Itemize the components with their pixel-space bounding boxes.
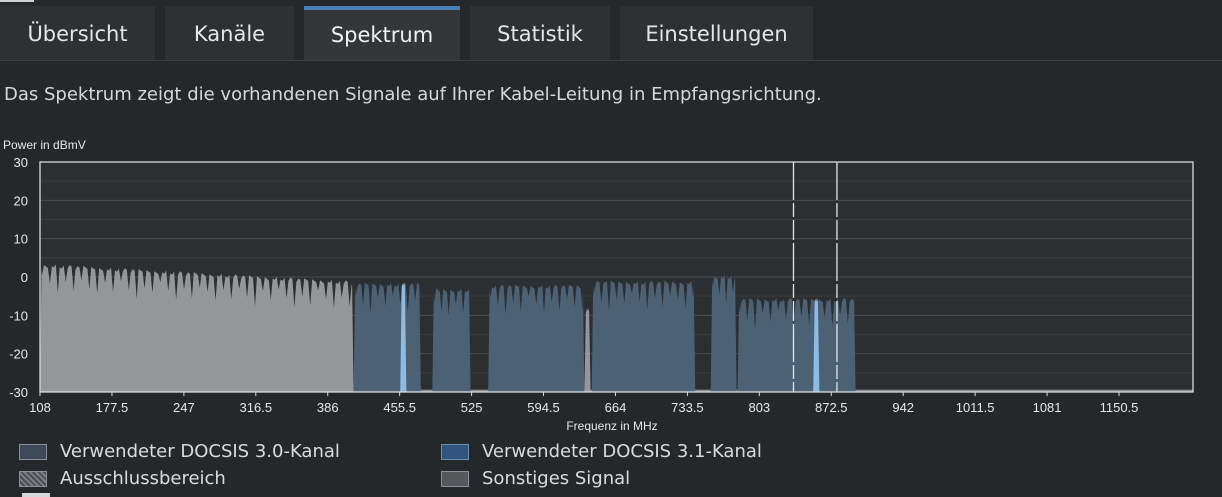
legend-label-docsis31: Verwendeter DOCSIS 3.1-Kanal [482, 441, 762, 462]
legend-label-other: Sonstiges Signal [482, 468, 631, 489]
signal-region-other [40, 264, 354, 392]
x-tick-label: 803 [748, 400, 770, 415]
y-tick-label: -10 [9, 308, 28, 323]
x-tick-label: 594.5 [527, 400, 560, 415]
y-tick-label: 0 [21, 270, 28, 285]
spectrum-marks [40, 264, 1193, 392]
legend-swatch-docsis30 [19, 444, 47, 460]
x-tick-label: 872.5 [815, 400, 848, 415]
x-tick-label: 386 [317, 400, 339, 415]
y-tick-label: 10 [14, 232, 28, 247]
tab-statistik[interactable]: Statistik [470, 6, 610, 60]
tab-einstellungen[interactable]: Einstellungen [620, 6, 813, 60]
x-tick-label: 525 [461, 400, 483, 415]
x-tick-label: 1150.5 [1100, 400, 1139, 415]
legend-label-exclusion: Ausschlussbereich [60, 468, 226, 489]
y-tick-labels: 30 20 10 0 -10 -20 -30 [9, 155, 28, 400]
tab-bar: Übersicht Kanäle Spektrum Statistik Eins… [0, 6, 1222, 61]
legend-swatch-other [441, 471, 469, 487]
page-description: Das Spektrum zeigt die vorhandenen Signa… [4, 84, 822, 105]
x-tick-label: 1081 [1033, 400, 1062, 415]
x-tick-label: 316.5 [240, 400, 273, 415]
tab-spektrum[interactable]: Spektrum [304, 6, 460, 60]
signal-region-other [584, 307, 591, 392]
x-tick-labels: 108 177.5 247 316.5 386 455.5 525 594.5 664 733.5… [29, 392, 1138, 415]
y-tick-label: -30 [9, 385, 28, 400]
y-tick-label: 30 [14, 155, 28, 170]
exclusion-markers [792, 162, 838, 392]
signal-region-docsis30 [353, 282, 421, 392]
x-tick-label: 942 [892, 400, 914, 415]
signal-region-docsis30 [488, 284, 585, 392]
signal-region-docsis30 [737, 298, 856, 392]
y-tick-label: 20 [14, 193, 28, 208]
top-indicator [0, 0, 34, 2]
tab-uebersicht[interactable]: Übersicht [0, 6, 155, 60]
spectrum-chart: Power in dBmV Frequenz in MHz 30 20 10 0 -10… [3, 138, 1194, 433]
legend-label-docsis30: Verwendeter DOCSIS 3.0-Kanal [60, 441, 340, 462]
chart-legend: Verwendeter DOCSIS 3.0-Kanal Verwendeter… [0, 438, 1222, 497]
signal-region-docsis30 [432, 288, 471, 392]
x-tick-label: 247 [173, 400, 195, 415]
x-tick-label: 455.5 [383, 400, 416, 415]
signal-region-docsis31 [813, 298, 820, 392]
plot-frame [39, 161, 1194, 393]
legend-swatch-docsis31 [441, 444, 469, 460]
signal-region-docsis31 [400, 282, 407, 392]
x-axis-label: Frequenz in MHz [566, 419, 657, 433]
x-tick-label: 108 [29, 400, 51, 415]
legend-partial-item [22, 493, 50, 497]
x-tick-label: 1011.5 [956, 400, 995, 415]
tab-divider [0, 60, 1222, 61]
tab-kanaele[interactable]: Kanäle [165, 6, 294, 60]
signal-region-docsis30 [710, 275, 737, 392]
x-tick-label: 664 [605, 400, 627, 415]
y-tick-label: -20 [9, 347, 28, 362]
x-tick-label: 733.5 [671, 400, 704, 415]
y-axis-label: Power in dBmV [3, 138, 86, 152]
signal-region-docsis30 [591, 280, 696, 392]
legend-swatch-exclusion [19, 471, 47, 487]
x-tick-label: 177.5 [96, 400, 129, 415]
